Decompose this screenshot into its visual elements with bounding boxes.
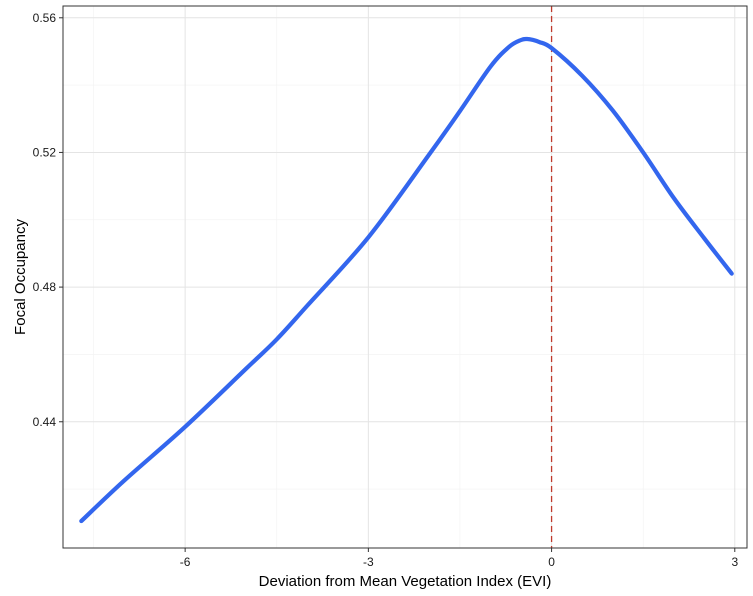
x-axis-title: Deviation from Mean Vegetation Index (EV… [259, 573, 552, 590]
x-tick-label: 3 [731, 555, 738, 569]
series-line [79, 36, 734, 524]
grid-minor [63, 6, 747, 548]
y-tick-label: 0.52 [33, 145, 57, 159]
x-axis-ticks: -6 -3 0 3 [180, 548, 738, 569]
y-axis-title: Focal Occupancy [12, 219, 29, 335]
y-axis-ticks: 0.44 0.48 0.52 0.56 [33, 11, 63, 429]
panel-background [63, 6, 747, 548]
y-tick-label: 0.48 [33, 280, 57, 294]
x-tick-label: -3 [363, 555, 374, 569]
x-tick-label: -6 [180, 555, 191, 569]
y-tick-label: 0.56 [33, 11, 57, 25]
y-tick-label: 0.44 [33, 415, 57, 429]
panel-border [62, 5, 748, 549]
x-tick-label: 0 [548, 555, 555, 569]
